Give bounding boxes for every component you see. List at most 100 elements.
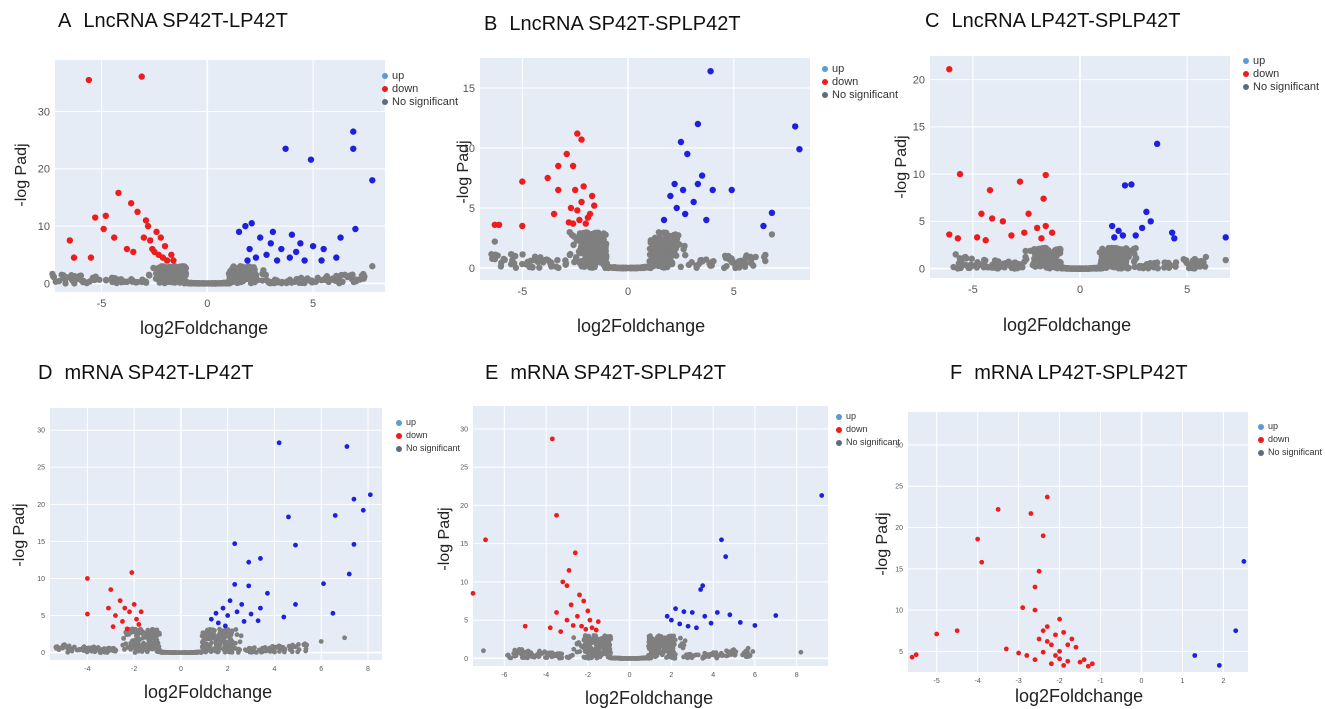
panel-title-text: LncRNA SP42T-LP42T [83,10,288,32]
point-ns [301,279,308,287]
point-ns [283,279,290,287]
y-tick-label: 30 [460,426,468,433]
point-ns [622,264,629,272]
point-ns [1067,265,1075,272]
point-down [956,170,964,178]
point-down [127,609,132,615]
legend-label: down [846,424,868,434]
point-ns [98,650,104,655]
point-ns [768,231,776,238]
point-ns [624,655,630,661]
x-tick-label: 0 [1077,284,1083,296]
point-up [246,559,252,565]
point-down [120,619,125,624]
x-tick-label: -3 [1015,678,1021,685]
y-tick-label: 5 [899,649,903,656]
x-tick-label: -5 [934,678,940,685]
point-ns [259,277,266,284]
point-ns [176,268,183,276]
point-down [566,568,572,573]
legend: up down No significant [836,410,900,449]
point-down [1057,648,1062,654]
point-ns [957,264,965,272]
point-ns [597,259,605,266]
point-up [664,613,670,619]
point-up [269,228,277,236]
point-ns [227,637,233,643]
point-ns [702,256,710,263]
point-ns [213,640,219,646]
point-ns [669,651,675,657]
legend: up down No significant [822,63,898,102]
point-up [208,616,214,622]
point-up [679,186,687,194]
point-ns [77,647,82,653]
point-ns [587,653,592,658]
point-ns [189,650,195,655]
y-tick-label: 25 [895,484,903,491]
point-ns [1090,264,1097,272]
y-tick-label: 20 [913,74,925,86]
point-ns [1033,259,1040,267]
point-ns [249,646,254,652]
point-up [677,621,683,627]
legend-item-down: down [1243,68,1319,81]
point-up [258,605,263,611]
point-ns [1022,247,1029,255]
point-ns [505,652,511,658]
point-down [563,150,570,158]
legend-marker [396,419,402,426]
point-up [773,613,779,618]
point-down [100,225,107,233]
point-ns [342,635,347,641]
point-down [1036,636,1042,642]
point-up [1171,235,1178,242]
point-ns [592,653,598,658]
legend-marker [396,432,402,439]
legend-item-down: down [382,83,458,96]
point-ns [111,646,117,652]
point-down [1048,229,1056,236]
point-down [1016,650,1022,656]
point-ns [121,635,127,641]
point-up [1119,232,1127,239]
point-up [1111,234,1118,241]
point-down [129,570,135,575]
point-ns [93,645,99,651]
point-down [577,592,582,598]
point-ns [708,262,715,269]
point-ns [1201,263,1209,270]
x-tick-label: 8 [795,672,799,679]
point-ns [1075,265,1082,272]
point-ns [132,639,138,645]
point-down [946,231,953,238]
point-ns [142,279,150,286]
point-down [565,219,573,226]
point-ns [750,649,756,654]
point-down [1025,210,1032,217]
legend-label: No significant [392,96,459,108]
point-ns [55,277,63,285]
point-down [1033,224,1041,232]
point-ns [1109,248,1116,255]
point-down [113,613,118,618]
point-up [673,606,678,612]
point-down [986,186,994,194]
point-down [85,76,93,84]
point-ns [135,639,141,645]
point-ns [530,256,538,264]
point-up [255,618,261,624]
point-ns [566,655,571,661]
point-ns [584,641,589,647]
point-ns [656,239,664,246]
point-ns [608,655,614,661]
point-ns [140,631,146,636]
point-down [1021,229,1028,236]
x-tick-label: -5 [968,284,978,296]
x-tick-label: 6 [319,666,323,673]
point-down [161,242,169,250]
point-up [709,186,716,194]
